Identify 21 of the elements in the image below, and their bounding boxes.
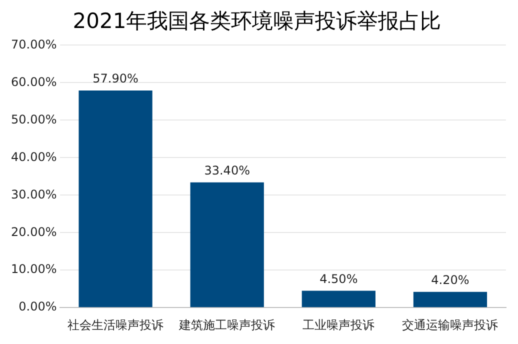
chart-title: 2021年我国各类环境噪声投诉举报占比 [72,9,442,34]
data-label: 57.90% [92,72,138,86]
x-tick-label: 建筑施工噪声投诉 [178,318,276,332]
bar [302,290,376,308]
y-tick-label: 30.00% [10,187,57,202]
y-tick-label: 70.00% [10,37,57,52]
y-tick-label: 10.00% [10,262,57,276]
bar [78,90,152,308]
data-label: 4.20% [431,272,470,287]
y-tick-label: 60.00% [10,74,57,89]
x-tick-label: 交通运输噪声投诉 [402,318,498,332]
y-tick-label: 50.00% [10,112,57,126]
x-tick-label: 工业噪声投诉 [302,318,375,332]
y-tick-label: 40.00% [10,150,57,164]
data-label: 4.50% [320,272,358,286]
bar [413,292,488,308]
bar [190,182,264,308]
y-tick-label: 20.00% [10,224,57,239]
y-tick-label: 0.00% [18,300,57,314]
data-label: 33.40% [204,164,250,178]
x-tick-label: 社会生活噪声投诉 [68,318,164,332]
